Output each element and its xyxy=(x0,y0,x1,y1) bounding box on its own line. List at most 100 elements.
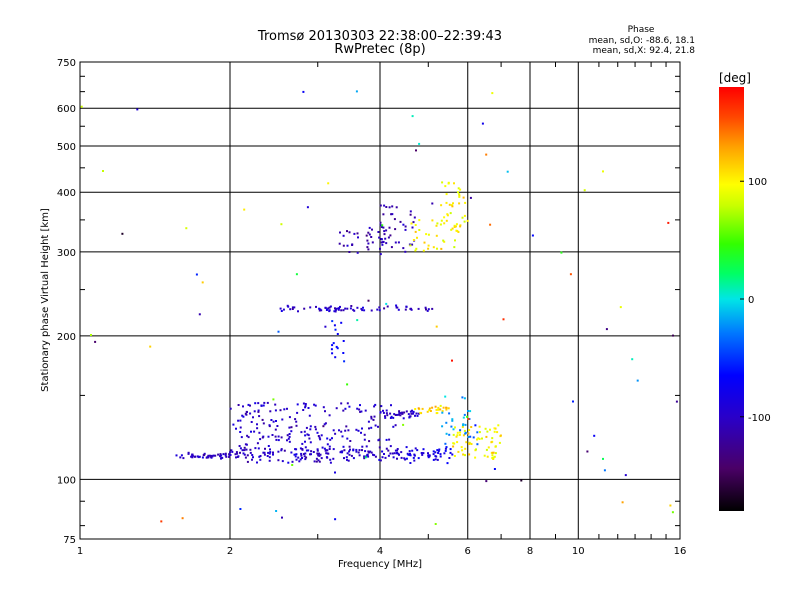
data-point xyxy=(324,422,327,425)
data-point xyxy=(374,455,377,458)
colorbar-tick-label: -100 xyxy=(748,413,771,424)
data-point xyxy=(294,455,297,458)
data-point xyxy=(560,251,563,254)
data-point xyxy=(390,213,393,216)
data-point xyxy=(291,464,294,466)
data-point xyxy=(267,451,270,454)
data-point xyxy=(217,453,220,456)
data-point xyxy=(455,225,457,228)
data-point xyxy=(343,457,345,460)
x-tick-label: 6 xyxy=(465,546,471,557)
data-point xyxy=(415,149,417,152)
data-point xyxy=(402,417,405,420)
data-point xyxy=(344,307,347,310)
grid-lines xyxy=(80,62,680,539)
data-point xyxy=(442,406,445,409)
data-point xyxy=(398,410,401,413)
data-point xyxy=(385,242,388,245)
data-point xyxy=(358,408,361,411)
data-point xyxy=(402,247,405,250)
data-point xyxy=(431,406,434,409)
data-point xyxy=(444,395,447,398)
data-point xyxy=(377,425,379,428)
data-point xyxy=(370,426,373,429)
data-point xyxy=(416,236,418,239)
data-point xyxy=(434,405,437,408)
data-point xyxy=(263,451,266,454)
data-point xyxy=(493,455,496,458)
data-point xyxy=(268,456,271,459)
data-point xyxy=(297,456,300,459)
data-point xyxy=(493,430,496,433)
chart-title: Tromsø 20130303 22:38:00–22:39:43 xyxy=(257,29,502,44)
data-point xyxy=(450,204,453,207)
data-point xyxy=(440,204,443,207)
data-point xyxy=(272,453,274,456)
data-point xyxy=(346,383,349,386)
data-point xyxy=(486,455,489,458)
data-point xyxy=(381,456,384,459)
data-point xyxy=(383,233,386,236)
data-point xyxy=(356,319,359,322)
data-point xyxy=(270,419,273,421)
data-point xyxy=(437,452,440,454)
data-point xyxy=(229,407,232,410)
x-tick-label: 2 xyxy=(227,546,233,557)
data-point xyxy=(385,302,388,305)
data-point xyxy=(395,304,398,307)
data-point xyxy=(149,345,152,348)
data-point xyxy=(451,205,454,208)
data-point xyxy=(382,240,385,243)
data-point xyxy=(251,458,253,461)
data-point xyxy=(382,226,385,229)
data-point xyxy=(316,448,319,451)
data-point xyxy=(304,446,307,449)
data-point xyxy=(341,451,343,454)
data-point xyxy=(452,428,455,431)
data-point xyxy=(295,453,298,456)
data-point xyxy=(288,435,291,438)
data-point xyxy=(332,429,335,432)
data-point xyxy=(432,458,435,461)
data-point xyxy=(309,306,312,309)
data-point xyxy=(280,449,283,452)
data-point xyxy=(335,345,338,348)
data-point xyxy=(286,434,289,437)
data-point xyxy=(317,454,320,457)
data-point xyxy=(468,442,470,445)
data-point xyxy=(474,456,477,459)
data-point xyxy=(379,411,382,414)
data-point xyxy=(348,450,351,453)
data-point xyxy=(370,415,373,418)
data-point xyxy=(409,452,411,455)
data-point xyxy=(421,453,424,456)
data-point xyxy=(384,456,387,459)
data-point xyxy=(328,306,331,309)
data-point xyxy=(269,410,272,413)
data-point xyxy=(234,453,237,456)
data-point xyxy=(485,480,488,483)
data-point xyxy=(458,194,461,197)
data-point xyxy=(336,333,339,335)
data-point xyxy=(428,407,431,410)
data-point xyxy=(443,452,446,455)
data-point xyxy=(428,409,431,412)
data-point xyxy=(414,230,417,233)
data-point xyxy=(195,273,198,276)
data-point xyxy=(427,247,430,250)
data-point xyxy=(317,435,320,437)
data-point xyxy=(436,247,438,250)
data-point xyxy=(349,440,352,442)
data-point xyxy=(457,450,460,453)
data-point xyxy=(322,425,325,428)
data-point xyxy=(244,443,247,446)
data-point xyxy=(346,452,349,455)
data-point xyxy=(314,404,317,407)
data-point xyxy=(379,224,382,227)
x-tick-labels: 1 2 4 6 8 10 16 xyxy=(77,546,687,557)
data-point xyxy=(624,474,627,477)
data-point xyxy=(469,410,472,413)
data-point xyxy=(313,460,316,463)
data-point xyxy=(454,239,456,242)
data-point xyxy=(257,447,260,450)
